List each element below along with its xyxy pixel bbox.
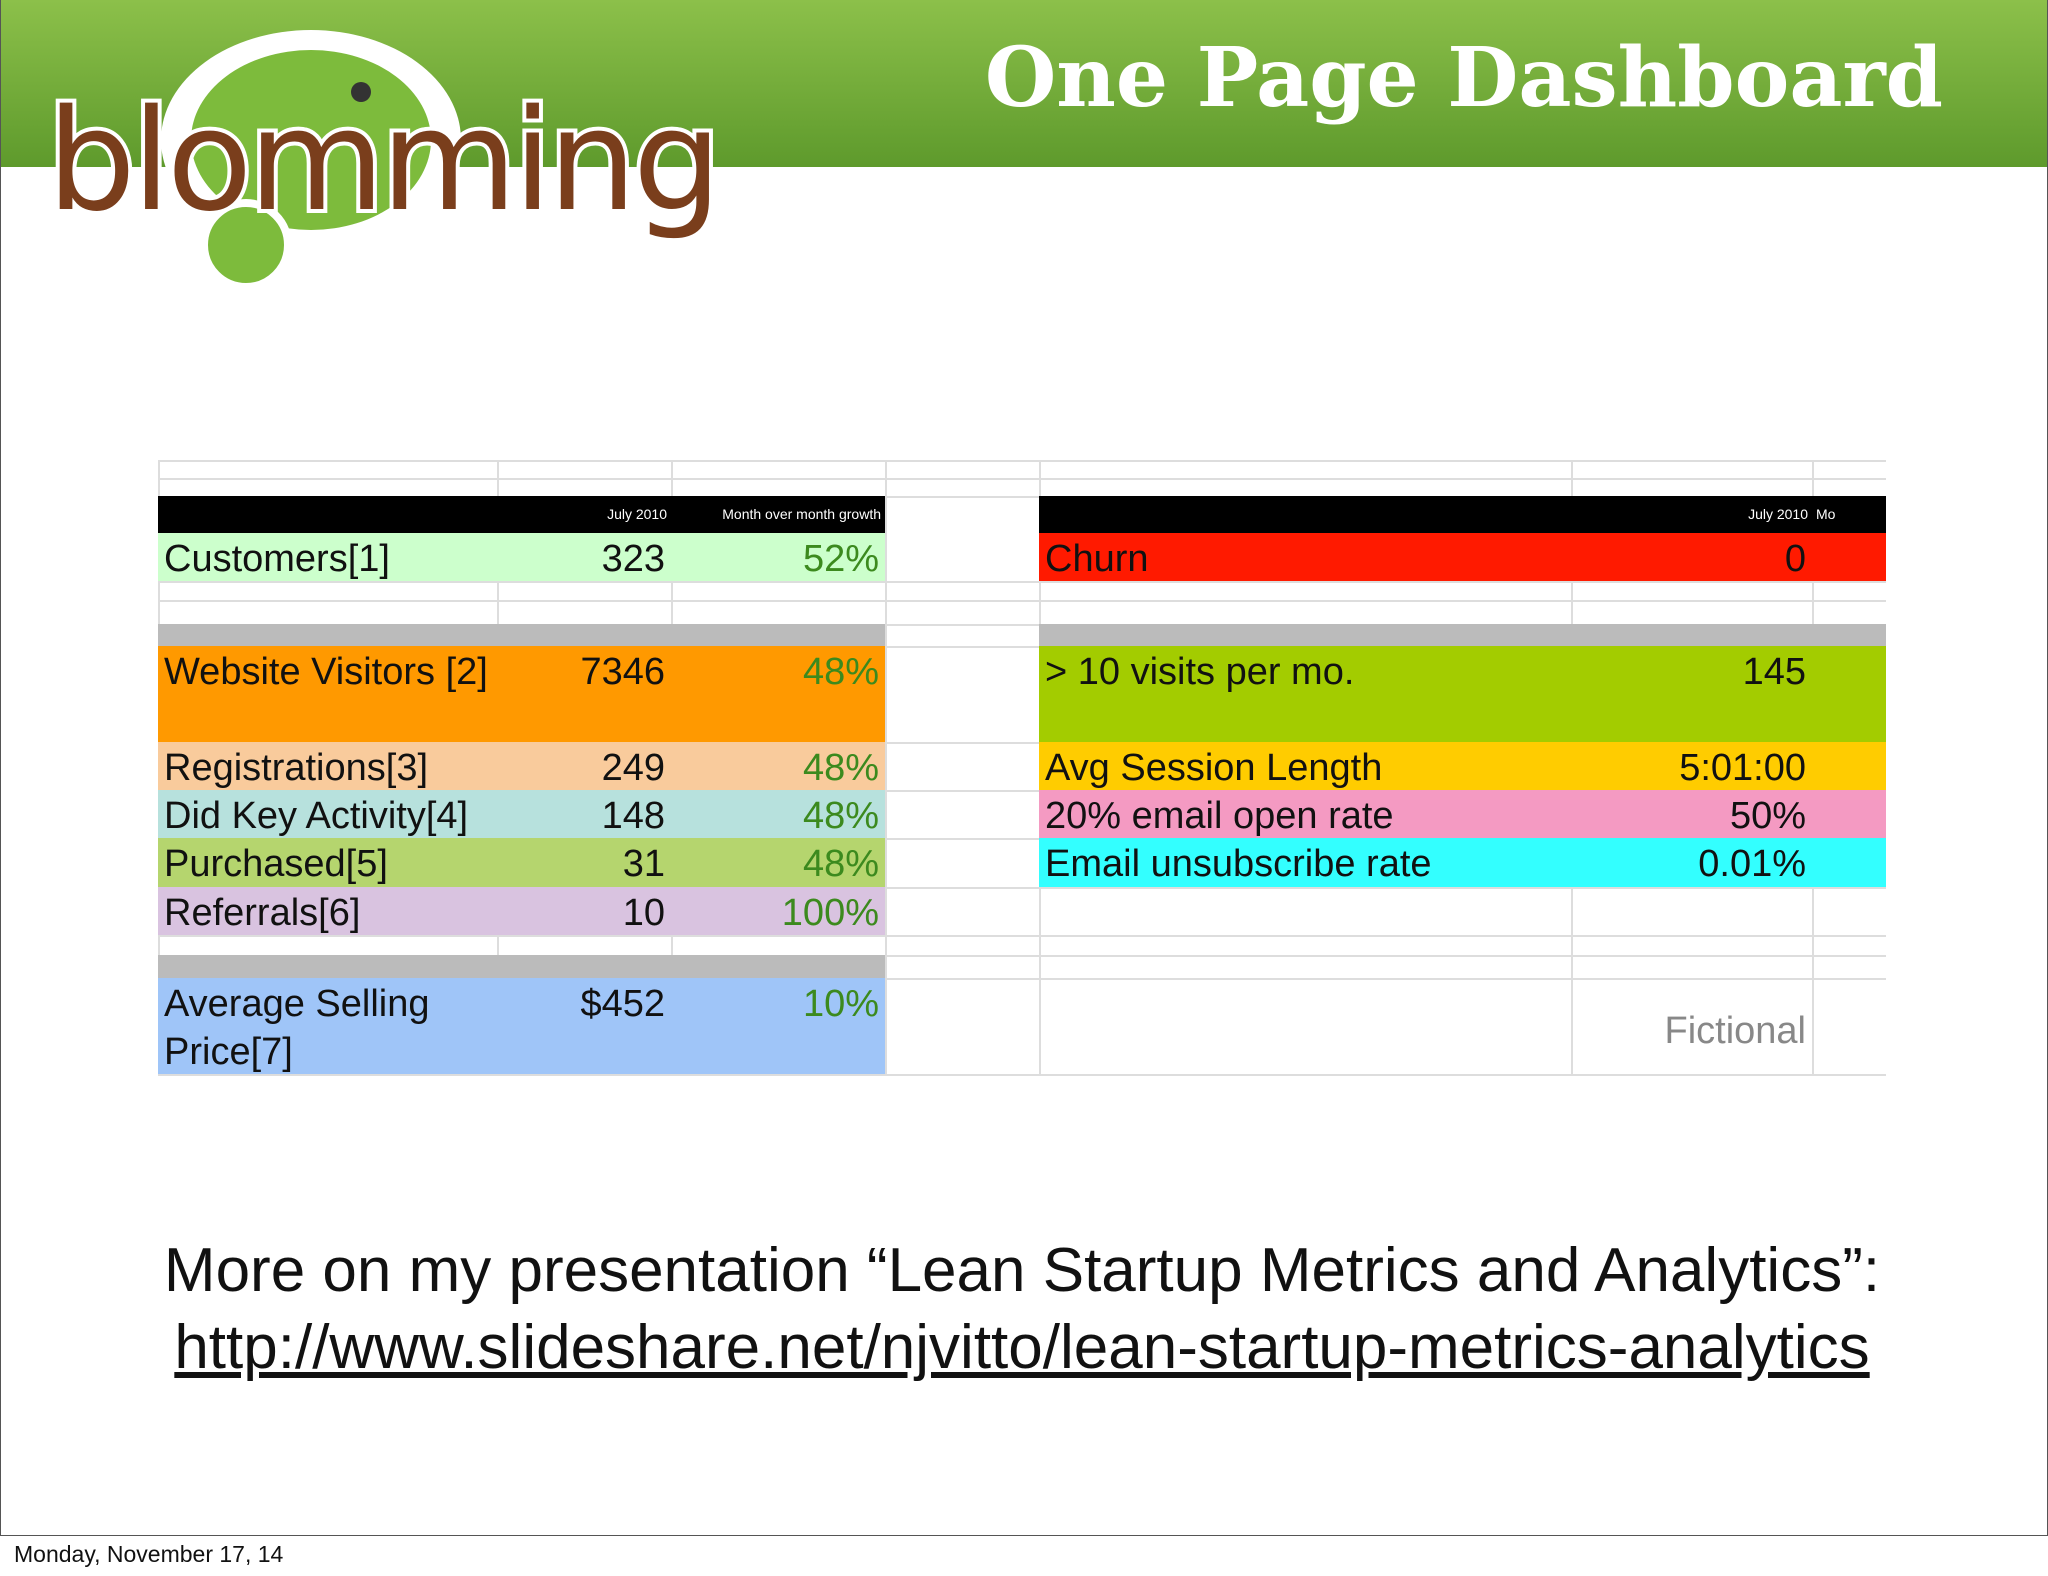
row-value: 7346 <box>497 646 671 742</box>
row-label: Did Key Activity[4] <box>158 790 497 838</box>
column-header: July 2010 <box>1748 506 1808 522</box>
grid-line <box>158 1074 1886 1076</box>
row-growth: 48% <box>671 742 885 790</box>
grid-line <box>885 460 887 1076</box>
row-label: Average Selling Price[7] <box>158 978 497 1074</box>
row-label: Churn <box>1039 533 1571 581</box>
grid-line <box>158 581 1886 583</box>
grid-line <box>158 496 1886 498</box>
slide: blomming One Page Dashboard July 2010 Mon… <box>0 0 2048 1536</box>
row-value: 249 <box>497 742 671 790</box>
column-header: Month over month growth <box>722 506 881 522</box>
grid-line <box>158 624 1886 626</box>
grid-line <box>158 955 1886 957</box>
row-label: Avg Session Length <box>1039 742 1571 790</box>
row-fill <box>1812 646 1886 742</box>
row-value: 0 <box>1571 533 1812 581</box>
grid-line <box>158 887 1886 889</box>
row-value: 5:01:00 <box>1571 742 1812 790</box>
header-bar <box>158 496 885 533</box>
row-label: Purchased[5] <box>158 838 497 887</box>
slide-title: One Page Dashboard <box>984 30 1943 126</box>
row-value: 50% <box>1571 790 1812 838</box>
row-label: Referrals[6] <box>158 887 497 935</box>
logo-mascot <box>161 30 461 290</box>
row-label: Customers[1] <box>158 533 497 581</box>
row-value: $452 <box>497 978 671 1074</box>
row-value: 323 <box>497 533 671 581</box>
row-label: Registrations[3] <box>158 742 497 790</box>
row-label: Website Visitors [2] <box>158 646 497 742</box>
grid-line <box>158 460 1886 462</box>
row-label: > 10 visits per mo. <box>1039 646 1571 742</box>
grid-line <box>158 478 1886 480</box>
note: Fictional <box>1664 1010 1807 1052</box>
row-value: 148 <box>497 790 671 838</box>
separator <box>158 624 885 646</box>
row-growth: 48% <box>671 646 885 742</box>
column-header: Mo <box>1816 506 1836 522</box>
header-bar <box>1039 496 1886 533</box>
grid-line <box>158 935 1886 937</box>
footer-text: More on my presentation “Lean Startup Me… <box>163 1236 1881 1305</box>
column-header: July 2010 <box>607 506 667 522</box>
row-label: Email unsubscribe rate <box>1039 838 1571 887</box>
separator <box>1039 624 1886 646</box>
grid-line <box>158 838 1886 840</box>
row-value: 31 <box>497 838 671 887</box>
row-value: 0.01% <box>1571 838 1812 887</box>
row-fill <box>1812 533 1886 581</box>
row-growth: 52% <box>671 533 885 581</box>
grid-line <box>158 600 1886 602</box>
grid-line <box>158 978 1886 980</box>
row-value: 10 <box>497 887 671 935</box>
grid-line <box>158 790 1886 792</box>
row-growth: 10% <box>671 978 885 1074</box>
row-value: 145 <box>1571 646 1812 742</box>
row-growth: 48% <box>671 838 885 887</box>
grid-line <box>158 646 1886 648</box>
row-label: 20% email open rate <box>1039 790 1571 838</box>
date: Monday, November 17, 14 <box>14 1541 284 1567</box>
grid-line <box>158 742 1886 744</box>
logo: blomming <box>43 76 726 247</box>
row-growth: 100% <box>671 887 885 935</box>
separator <box>158 955 885 978</box>
footer-link[interactable]: http://www.slideshare.net/njvitto/lean-s… <box>174 1313 1870 1382</box>
row-fill <box>1812 742 1886 790</box>
row-fill <box>1812 790 1886 838</box>
row-fill <box>1812 838 1886 887</box>
row-growth: 48% <box>671 790 885 838</box>
